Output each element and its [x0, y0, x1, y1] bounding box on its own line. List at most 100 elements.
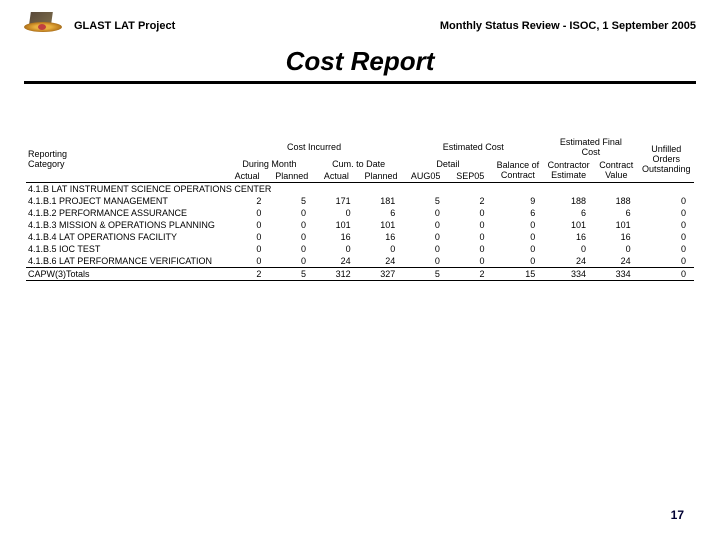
- table-row: 4.1.B.5 IOC TEST0000000000: [26, 243, 694, 255]
- row-value: 5: [403, 195, 448, 207]
- row-value: 5: [269, 268, 314, 281]
- row-value: 327: [359, 268, 404, 281]
- row-name: 4.1.B.5 IOC TEST: [26, 243, 225, 255]
- row-value: 0: [448, 207, 493, 219]
- th-dm-actual: Actual: [225, 170, 270, 183]
- row-value: 0: [359, 243, 404, 255]
- row-value: 0: [448, 243, 493, 255]
- row-value: 0: [403, 207, 448, 219]
- table-row: 4.1.B.6 LAT PERFORMANCE VERIFICATION0024…: [26, 255, 694, 268]
- row-value: 101: [543, 219, 594, 231]
- table-row: 4.1.B.3 MISSION & OPERATIONS PLANNING001…: [26, 219, 694, 231]
- table-row: 4.1.B.2 PERFORMANCE ASSURANCE0006006660: [26, 207, 694, 219]
- row-name: 4.1.B.4 LAT OPERATIONS FACILITY: [26, 231, 225, 243]
- row-value: 0: [225, 243, 270, 255]
- th-unfilled-orders: Unfilled Orders Outstanding: [639, 136, 694, 183]
- row-value: 24: [314, 255, 359, 268]
- row-value: 16: [594, 231, 639, 243]
- th-detail: Detail: [403, 158, 492, 170]
- row-value: 6: [594, 207, 639, 219]
- table-row: 4.1.B.1 PROJECT MANAGEMENT25171181529188…: [26, 195, 694, 207]
- table-totals-row: CAPW(3)Totals2531232752153343340: [26, 268, 694, 281]
- row-value: 171: [314, 195, 359, 207]
- th-during-month: During Month: [225, 158, 314, 170]
- row-value: 0: [225, 207, 270, 219]
- row-value: 16: [314, 231, 359, 243]
- th-reporting-category: Reporting Category: [26, 136, 225, 183]
- row-value: 16: [359, 231, 404, 243]
- row-value: 6: [493, 207, 544, 219]
- row-value: 0: [639, 231, 694, 243]
- row-value: 0: [269, 219, 314, 231]
- review-label: Monthly Status Review - ISOC, 1 Septembe…: [440, 20, 696, 32]
- cost-table-body: 4.1.B LAT INSTRUMENT SCIENCE OPERATIONS …: [26, 183, 694, 281]
- project-logo-icon: [24, 12, 64, 40]
- row-name: 4.1.B.1 PROJECT MANAGEMENT: [26, 195, 225, 207]
- row-value: 6: [359, 207, 404, 219]
- row-value: 0: [314, 243, 359, 255]
- row-name: 4.1.B.6 LAT PERFORMANCE VERIFICATION: [26, 255, 225, 268]
- th-cd-planned: Planned: [359, 170, 404, 183]
- row-value: 0: [639, 195, 694, 207]
- row-value: 0: [314, 207, 359, 219]
- row-value: 0: [225, 231, 270, 243]
- row-value: 334: [543, 268, 594, 281]
- table-row: 4.1.B.4 LAT OPERATIONS FACILITY001616000…: [26, 231, 694, 243]
- row-value: 24: [543, 255, 594, 268]
- row-value: 0: [543, 243, 594, 255]
- row-value: 101: [594, 219, 639, 231]
- row-value: 0: [639, 243, 694, 255]
- row-name: 4.1.B.2 PERFORMANCE ASSURANCE: [26, 207, 225, 219]
- th-balance-of-contract: Balance of Contract: [493, 158, 544, 183]
- row-value: 0: [493, 219, 544, 231]
- row-value: 188: [543, 195, 594, 207]
- project-label: GLAST LAT Project: [74, 20, 175, 32]
- row-value: 2: [448, 195, 493, 207]
- row-value: 0: [269, 207, 314, 219]
- row-value: 0: [493, 255, 544, 268]
- row-value: 0: [448, 255, 493, 268]
- title-rule: [24, 81, 696, 84]
- row-value: 0: [269, 231, 314, 243]
- row-value: 0: [493, 243, 544, 255]
- th-contract-value: Contract Value: [594, 158, 639, 183]
- header-left: GLAST LAT Project: [24, 12, 175, 40]
- section-name: 4.1.B LAT INSTRUMENT SCIENCE OPERATIONS …: [26, 183, 694, 196]
- row-value: 2: [225, 268, 270, 281]
- row-value: 6: [543, 207, 594, 219]
- row-value: 16: [543, 231, 594, 243]
- row-value: 24: [359, 255, 404, 268]
- row-value: 24: [594, 255, 639, 268]
- row-value: 0: [493, 231, 544, 243]
- row-value: 15: [493, 268, 544, 281]
- row-value: 0: [448, 219, 493, 231]
- th-estimated-cost: Estimated Cost: [403, 136, 543, 158]
- row-value: 0: [448, 231, 493, 243]
- cost-table: Reporting Category Cost Incurred Estimat…: [26, 136, 694, 281]
- page-number: 17: [671, 508, 684, 522]
- row-value: 0: [639, 268, 694, 281]
- row-value: 9: [493, 195, 544, 207]
- row-value: 0: [639, 255, 694, 268]
- th-sep05: SEP05: [448, 170, 493, 183]
- row-value: 2: [448, 268, 493, 281]
- slide-title: Cost Report: [24, 46, 696, 77]
- table-section-row: 4.1.B LAT INSTRUMENT SCIENCE OPERATIONS …: [26, 183, 694, 196]
- row-name: 4.1.B.3 MISSION & OPERATIONS PLANNING: [26, 219, 225, 231]
- row-value: 0: [269, 255, 314, 268]
- row-value: 0: [225, 255, 270, 268]
- row-value: 312: [314, 268, 359, 281]
- row-value: 0: [225, 219, 270, 231]
- row-value: 0: [639, 207, 694, 219]
- cost-table-wrap: Reporting Category Cost Incurred Estimat…: [24, 136, 696, 281]
- row-value: 101: [314, 219, 359, 231]
- th-cd-actual: Actual: [314, 170, 359, 183]
- row-value: 0: [403, 255, 448, 268]
- th-dm-planned: Planned: [269, 170, 314, 183]
- row-value: 0: [403, 219, 448, 231]
- row-value: 0: [639, 219, 694, 231]
- row-value: 0: [403, 243, 448, 255]
- row-value: 101: [359, 219, 404, 231]
- th-aug05: AUG05: [403, 170, 448, 183]
- row-value: 5: [403, 268, 448, 281]
